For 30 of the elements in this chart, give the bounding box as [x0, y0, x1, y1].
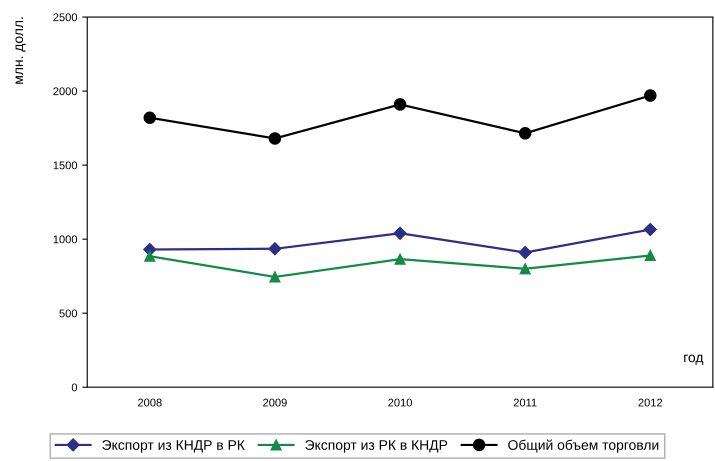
- x-tick-label: 2008: [138, 398, 162, 407]
- point: [644, 250, 656, 262]
- x-tick-label: 2012: [638, 398, 662, 407]
- x-tick-label: 2011: [514, 398, 537, 407]
- point: [644, 222, 657, 236]
- y-tick-label: 500: [59, 309, 78, 318]
- point: [268, 132, 282, 145]
- y-axis-title: млн. долл.: [15, 17, 26, 84]
- x-axis-title: год: [684, 354, 704, 365]
- point: [394, 98, 406, 111]
- x-tick-label: 2010: [388, 398, 412, 407]
- y-tick-label: 1500: [54, 161, 78, 170]
- point: [269, 271, 280, 282]
- point: [268, 242, 282, 256]
- point: [518, 246, 532, 260]
- legend-label: Экспорт из РК в КНДР: [305, 440, 448, 453]
- legend-label: Экспорт из КНДР в РК: [102, 440, 245, 453]
- point: [394, 254, 406, 265]
- point: [518, 127, 532, 140]
- point: [144, 111, 156, 124]
- y-tick-label: 0: [72, 384, 78, 392]
- x-tick-label: 2009: [263, 398, 287, 407]
- point: [144, 250, 156, 262]
- legend-label: Общий объем торговли: [508, 439, 658, 453]
- y-tick-label: 2500: [53, 13, 78, 22]
- point: [644, 89, 657, 102]
- point: [520, 263, 531, 274]
- point: [393, 226, 407, 240]
- y-tick-label: 2000: [53, 87, 78, 96]
- y-tick-label: 1000: [54, 235, 78, 244]
